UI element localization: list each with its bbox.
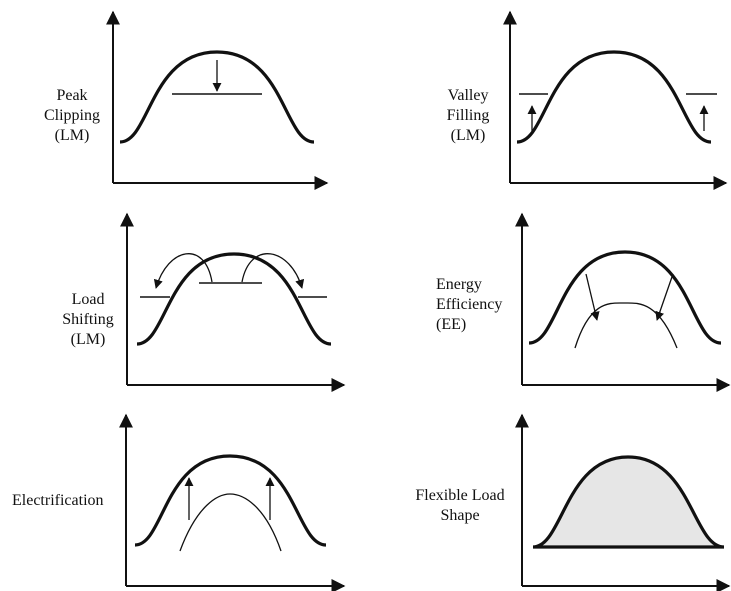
label-line: (EE) (436, 316, 467, 333)
flexible-load-area (532, 455, 725, 549)
panel-flexible-load-shape (515, 413, 731, 591)
reduced-load-curve (574, 302, 678, 349)
label-line: Filling (446, 107, 490, 124)
panel-energy-efficiency (515, 212, 731, 392)
increased-load-curve (134, 454, 327, 547)
axes (119, 413, 346, 591)
label-line: Valley (447, 87, 489, 104)
axes (106, 10, 329, 190)
panel-valley-filling (503, 10, 728, 190)
axes (515, 212, 731, 392)
load-curve (516, 50, 712, 144)
label-peak-clipping: Peak Clipping (LM) (40, 86, 104, 146)
label-line: (LM) (70, 331, 106, 348)
shift-arrow-left (153, 253, 213, 289)
load-curve (136, 252, 332, 346)
original-load-curve (179, 493, 282, 552)
label-line: Peak (56, 87, 88, 104)
axes (503, 10, 728, 190)
axes (515, 413, 731, 591)
reduction-arrow-left (585, 273, 600, 321)
reduction-arrow-right (655, 273, 674, 321)
label-electrification: Electrification (12, 491, 126, 511)
label-line: Energy (436, 276, 482, 293)
label-line: Electrification (12, 492, 104, 509)
label-valley-filling: Valley Filling (LM) (436, 86, 500, 146)
label-line: (LM) (54, 127, 90, 144)
label-energy-efficiency: Energy Efficiency (EE) (436, 275, 520, 335)
label-line: Efficiency (436, 296, 503, 313)
label-line: Flexible Load (415, 487, 505, 504)
shift-arrow-right (241, 253, 305, 289)
label-line: Load (71, 291, 105, 308)
panel-electrification (119, 413, 346, 591)
original-load-curve (528, 250, 722, 345)
label-line: Shifting (62, 311, 114, 328)
label-flexible-load-shape: Flexible Load Shape (406, 486, 514, 526)
load-curve (119, 50, 315, 144)
panel-peak-clipping (106, 10, 329, 190)
axes (120, 212, 346, 392)
label-load-shifting: Load Shifting (LM) (56, 290, 120, 350)
panel-load-shifting (120, 212, 346, 392)
label-line: (LM) (450, 127, 486, 144)
label-line: Clipping (43, 107, 100, 124)
label-line: Shape (440, 507, 480, 524)
